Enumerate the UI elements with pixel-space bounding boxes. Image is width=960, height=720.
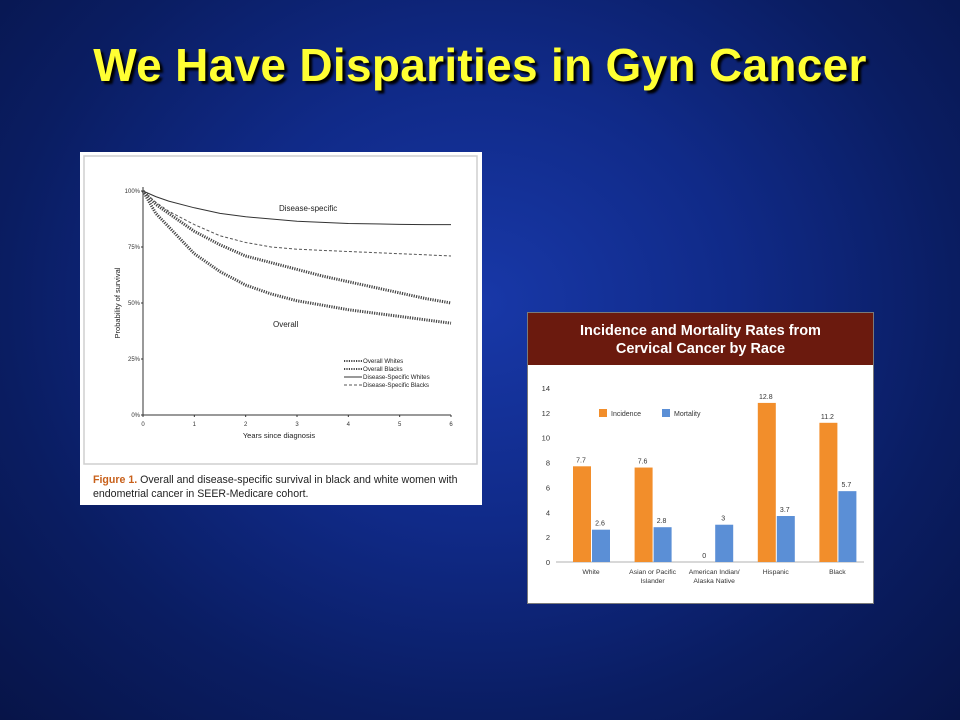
bar-incidence <box>634 467 653 562</box>
y-tick-label: 8 <box>546 459 550 468</box>
bar-mortality <box>776 516 795 562</box>
series-line-overall-whites <box>141 189 452 305</box>
x-axis-label: Years since diagnosis <box>243 431 316 440</box>
annotation-overall: Overall <box>273 320 299 329</box>
data-label-incidence: 12.8 <box>759 394 773 401</box>
y-tick-label: 14 <box>542 384 550 393</box>
annotation-disease-specific: Disease-specific <box>279 204 337 213</box>
bar-incidence <box>819 422 838 562</box>
y-tick-label: 75% <box>128 245 141 251</box>
data-label-mortality: 2.6 <box>595 521 605 528</box>
data-label-mortality: 3 <box>721 516 725 523</box>
category-label: Alaska Native <box>693 578 735 585</box>
legend-label: Overall Blacks <box>363 366 403 373</box>
bar-mortality <box>838 491 857 562</box>
cervical-chart-title-line-2: Cervical Cancer by Race <box>615 341 786 357</box>
y-tick-label: 100% <box>125 189 141 195</box>
cervical-chart-panel: Incidence and Mortality Rates from Cervi… <box>527 312 874 604</box>
category-label: Islander <box>641 578 666 585</box>
legend-label: Disease-Specific Whites <box>363 374 430 381</box>
category-label: Hispanic <box>763 569 790 576</box>
category-label: Black <box>829 569 846 576</box>
legend-label-mortality: Mortality <box>674 411 701 418</box>
data-label-incidence: 7.6 <box>638 459 648 466</box>
bar-incidence <box>573 466 591 562</box>
series-line-disease-specific-blacks <box>142 190 452 257</box>
x-tick-label: 2 <box>244 422 248 428</box>
legend-swatch-incidence <box>599 409 607 417</box>
survival-figure-panel: 0% 25% 50% 75% 100% 0 1 2 3 4 5 6 Years since diagno… <box>80 152 482 505</box>
y-tick-label: 2 <box>546 533 550 542</box>
figure-caption-label: Figure 1. <box>93 474 138 486</box>
x-tick-label: 5 <box>398 422 402 428</box>
legend-label: Disease-Specific Blacks <box>363 382 429 389</box>
x-tick-label: 6 <box>449 422 453 428</box>
y-tick-label: 0 <box>546 558 550 567</box>
y-tick-label: 6 <box>546 483 550 492</box>
figure-caption: Figure 1. Overall and disease-specific s… <box>93 473 478 501</box>
bar-mortality <box>653 527 672 562</box>
figure-caption-text: Overall and disease-specific survival in… <box>93 474 458 500</box>
y-axis-label: Probability of survival <box>113 267 122 338</box>
cervical-bar-chart: 0 2 4 6 8 10 12 14 Incidence Mortality 7.7 2.6 White… <box>542 384 864 585</box>
y-tick-label: 10 <box>542 434 550 443</box>
slide-title: We Have Disparities in Gyn Cancer <box>93 39 867 91</box>
x-tick-label: 1 <box>193 422 197 428</box>
data-label-mortality: 5.7 <box>842 482 852 489</box>
data-label-mortality: 2.8 <box>657 518 667 525</box>
category-label: Asian or Pacific <box>629 569 676 576</box>
plot-frame <box>83 155 478 465</box>
cervical-chart-title-line-1: Incidence and Mortality Rates from <box>580 323 821 339</box>
bar-mortality <box>592 529 610 562</box>
legend-label: Overall Whites <box>363 358 403 365</box>
x-tick-label: 3 <box>295 422 299 428</box>
y-tick-label: 4 <box>546 508 550 517</box>
data-label-incidence: 0 <box>702 553 706 560</box>
y-tick-label: 12 <box>542 409 550 418</box>
y-tick-label: 50% <box>128 301 141 307</box>
category-label: White <box>582 569 600 576</box>
bar-incidence <box>757 402 776 562</box>
category-label: American Indian/ <box>689 569 740 576</box>
legend-label-incidence: Incidence <box>611 411 641 418</box>
cervical-chart-title: Incidence and Mortality Rates from Cervi… <box>528 313 873 365</box>
series-line-disease-specific-whites <box>142 190 451 226</box>
legend-swatch-mortality <box>662 409 670 417</box>
data-label-incidence: 7.7 <box>576 457 586 464</box>
data-label-mortality: 3.7 <box>780 507 790 514</box>
series-line-overall-blacks <box>141 190 452 325</box>
x-tick-label: 4 <box>347 422 351 428</box>
y-tick-label: 0% <box>131 413 140 419</box>
x-tick-label: 0 <box>141 422 145 428</box>
bar-mortality <box>715 524 734 562</box>
y-tick-label: 25% <box>128 357 141 363</box>
data-label-incidence: 11.2 <box>821 414 834 421</box>
survival-chart: 0% 25% 50% 75% 100% 0 1 2 3 4 5 6 Years since diagno… <box>83 155 478 465</box>
